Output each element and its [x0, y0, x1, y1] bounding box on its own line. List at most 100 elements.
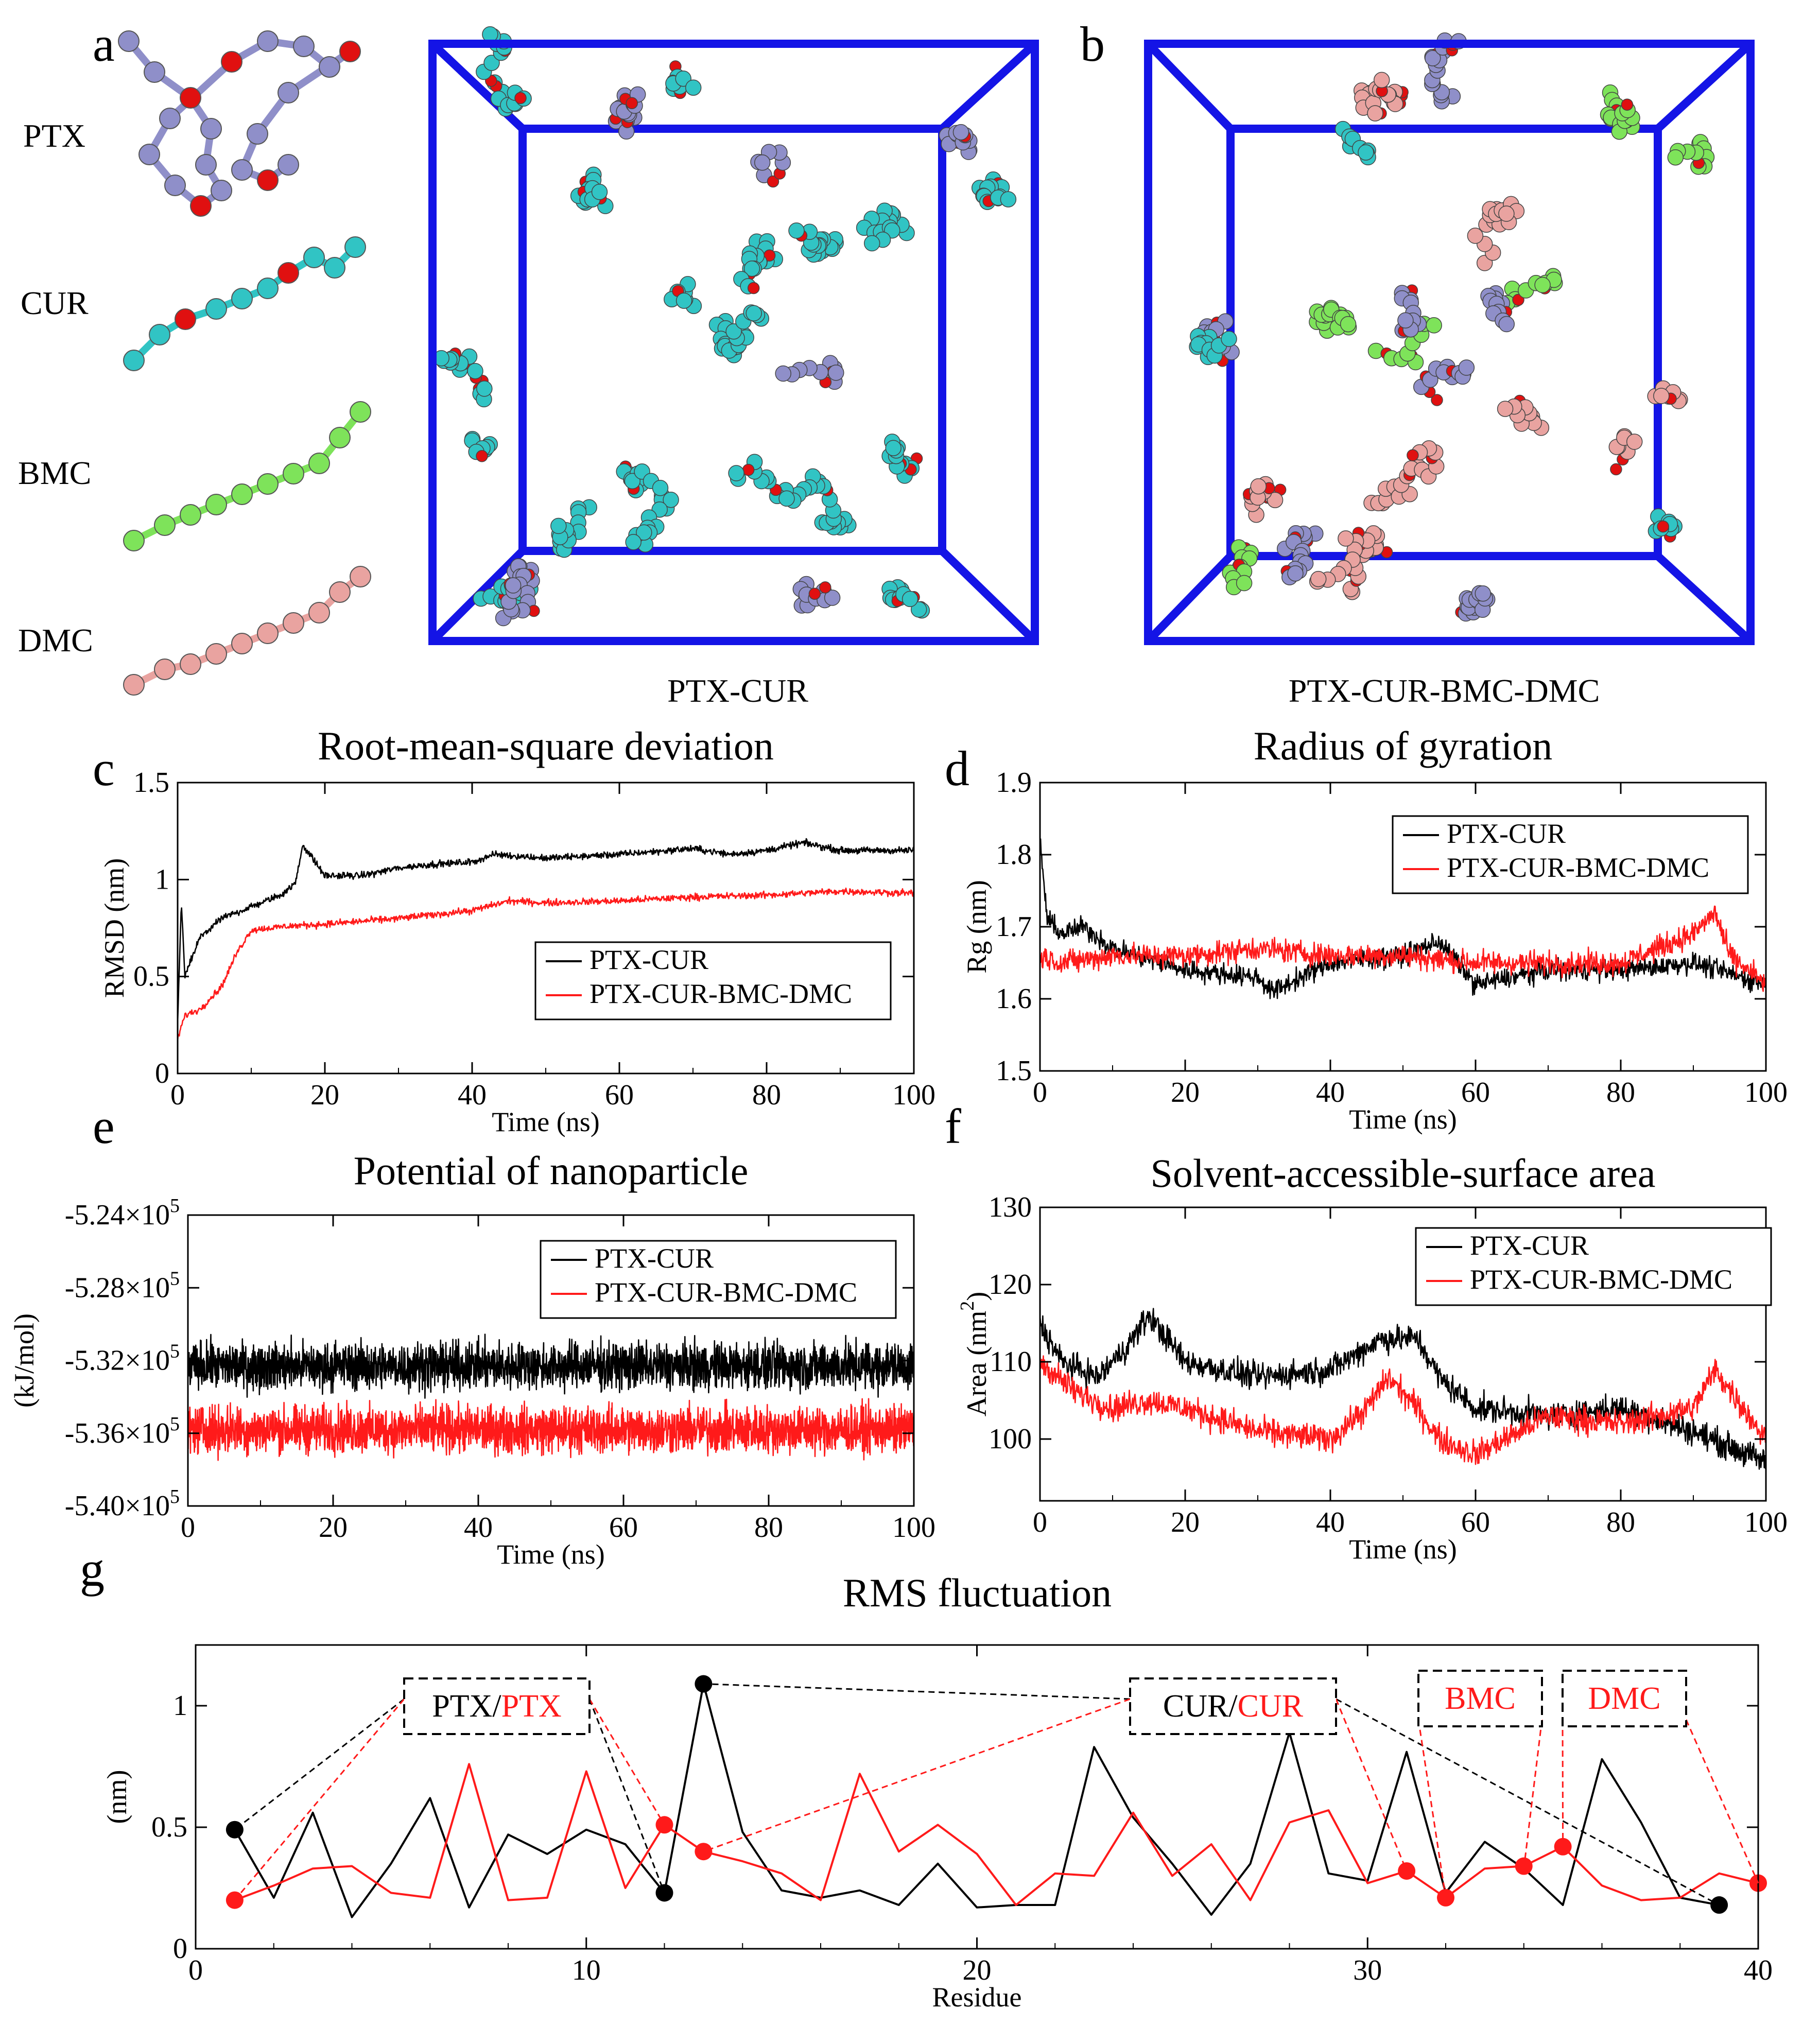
x-tick-label: 40 — [458, 1079, 487, 1111]
atom — [1653, 388, 1670, 404]
x-tick-label: 60 — [1461, 1506, 1490, 1538]
atom — [1358, 144, 1374, 161]
atom — [747, 282, 760, 295]
atom — [1310, 570, 1327, 587]
x-axis-label: Time (ns) — [492, 1106, 600, 1137]
atom — [685, 79, 702, 96]
legend-label: PTX-CUR-BMC-DMC — [1470, 1264, 1732, 1295]
y-tick-label: 1.5 — [133, 767, 169, 799]
x-tick-label: 20 — [1171, 1077, 1200, 1108]
x-tick-label: 0 — [1033, 1506, 1047, 1538]
atom — [1610, 463, 1622, 476]
plot-area — [178, 838, 914, 1041]
atom — [1367, 105, 1383, 122]
legend-label: PTX-CUR-BMC-DMC — [1447, 852, 1709, 883]
series-line-1 — [1040, 1354, 1766, 1465]
x-tick-label: 0 — [170, 1079, 185, 1111]
legend-label: PTX-CUR-BMC-DMC — [595, 1277, 857, 1308]
box-back-face — [1226, 125, 1662, 560]
x-tick-label: 80 — [1606, 1077, 1635, 1108]
x-tick-label: 30 — [1353, 1954, 1382, 1986]
atom — [329, 581, 351, 603]
box-caption-a: PTX-CUR — [667, 672, 808, 709]
x-tick-label: 10 — [572, 1954, 601, 1986]
plot-area — [1040, 838, 1766, 999]
legend-label: PTX-CUR — [590, 944, 708, 975]
atom — [636, 524, 652, 541]
atom — [1626, 434, 1643, 450]
molecule-label-bmc: BMC — [18, 455, 91, 491]
molecule-bond — [131, 245, 358, 363]
atom — [283, 463, 304, 484]
atom — [278, 262, 299, 284]
atom — [863, 235, 880, 252]
annotation-leader — [1523, 1719, 1543, 1869]
panel-label-f: f — [945, 1099, 961, 1154]
atom — [257, 278, 279, 299]
annotation-leader — [703, 1683, 1131, 1700]
y-tick-label: -5.28×105 — [65, 1268, 180, 1304]
atom — [767, 175, 779, 188]
atom — [221, 51, 242, 73]
atom — [180, 87, 201, 109]
x-tick-label: 20 — [1171, 1506, 1200, 1538]
y-tick-label: 1.5 — [996, 1055, 1032, 1087]
box-edge — [939, 41, 1038, 132]
annotation-leader — [234, 1698, 405, 1830]
x-tick-label: 20 — [963, 1954, 992, 1986]
molecule-structures — [118, 30, 371, 696]
atom — [1431, 394, 1443, 406]
y-tick-label: -5.40×105 — [65, 1486, 180, 1522]
box-front-face — [1144, 40, 1755, 645]
atom — [728, 465, 744, 481]
x-tick-label: 100 — [1744, 1077, 1788, 1108]
molecule-cur — [123, 236, 366, 371]
molecule-label-cur: CUR — [21, 285, 89, 321]
atom — [175, 308, 196, 330]
atom — [1534, 276, 1551, 293]
box-front-face — [428, 40, 1039, 645]
atom — [231, 288, 253, 309]
x-tick-label: 20 — [319, 1512, 348, 1544]
annotation-3: BMC — [1417, 1670, 1543, 1898]
atom — [350, 401, 371, 423]
x-tick-label: 60 — [609, 1512, 638, 1544]
atom — [1497, 401, 1514, 417]
legend-label: PTX-CUR — [1447, 818, 1566, 849]
atom — [195, 154, 217, 176]
atom — [819, 581, 831, 594]
legend-label: PTX-CUR-BMC-DMC — [590, 978, 852, 1009]
molecule-label-dmc: DMC — [18, 622, 93, 659]
atom — [154, 659, 176, 680]
series-line-0 — [178, 838, 914, 1023]
chart-f: Solvent-accessible-surface area 0 20 40 60 80… — [957, 1151, 1788, 1565]
series-line-1 — [188, 1398, 914, 1461]
atom — [231, 159, 253, 181]
chart-title: RMS fluctuation — [843, 1570, 1112, 1615]
atom — [1000, 191, 1017, 207]
x-tick-label: 100 — [1744, 1506, 1788, 1538]
y-tick-label: 0 — [173, 1933, 187, 1965]
simulation-box-ptx-cur-bmc-dmc — [1144, 32, 1755, 645]
x-tick-label: 80 — [754, 1512, 783, 1544]
annotation-box — [1129, 1677, 1337, 1735]
x-tick-label: 40 — [1744, 1954, 1773, 1986]
atom — [1425, 50, 1441, 66]
x-axis-label: Time (ns) — [1349, 1534, 1457, 1565]
series-line-0 — [234, 1683, 1720, 1918]
atom — [118, 30, 140, 52]
atom — [278, 154, 299, 176]
chart-g: RMS fluctuation 0 10 20 30 40 0 0.5 1 Residue (nm)… — [101, 1570, 1773, 2013]
atom — [952, 124, 969, 141]
molecule-atoms — [433, 26, 1017, 627]
atom — [180, 653, 201, 675]
x-axis-label: Time (ns) — [497, 1539, 605, 1570]
x-tick-label: 0 — [181, 1512, 195, 1544]
atom — [303, 247, 325, 268]
atom — [663, 491, 679, 508]
atom — [505, 577, 522, 594]
annotation-label: BMC — [1445, 1681, 1516, 1716]
atom — [257, 622, 279, 644]
legend-box — [534, 941, 892, 1020]
